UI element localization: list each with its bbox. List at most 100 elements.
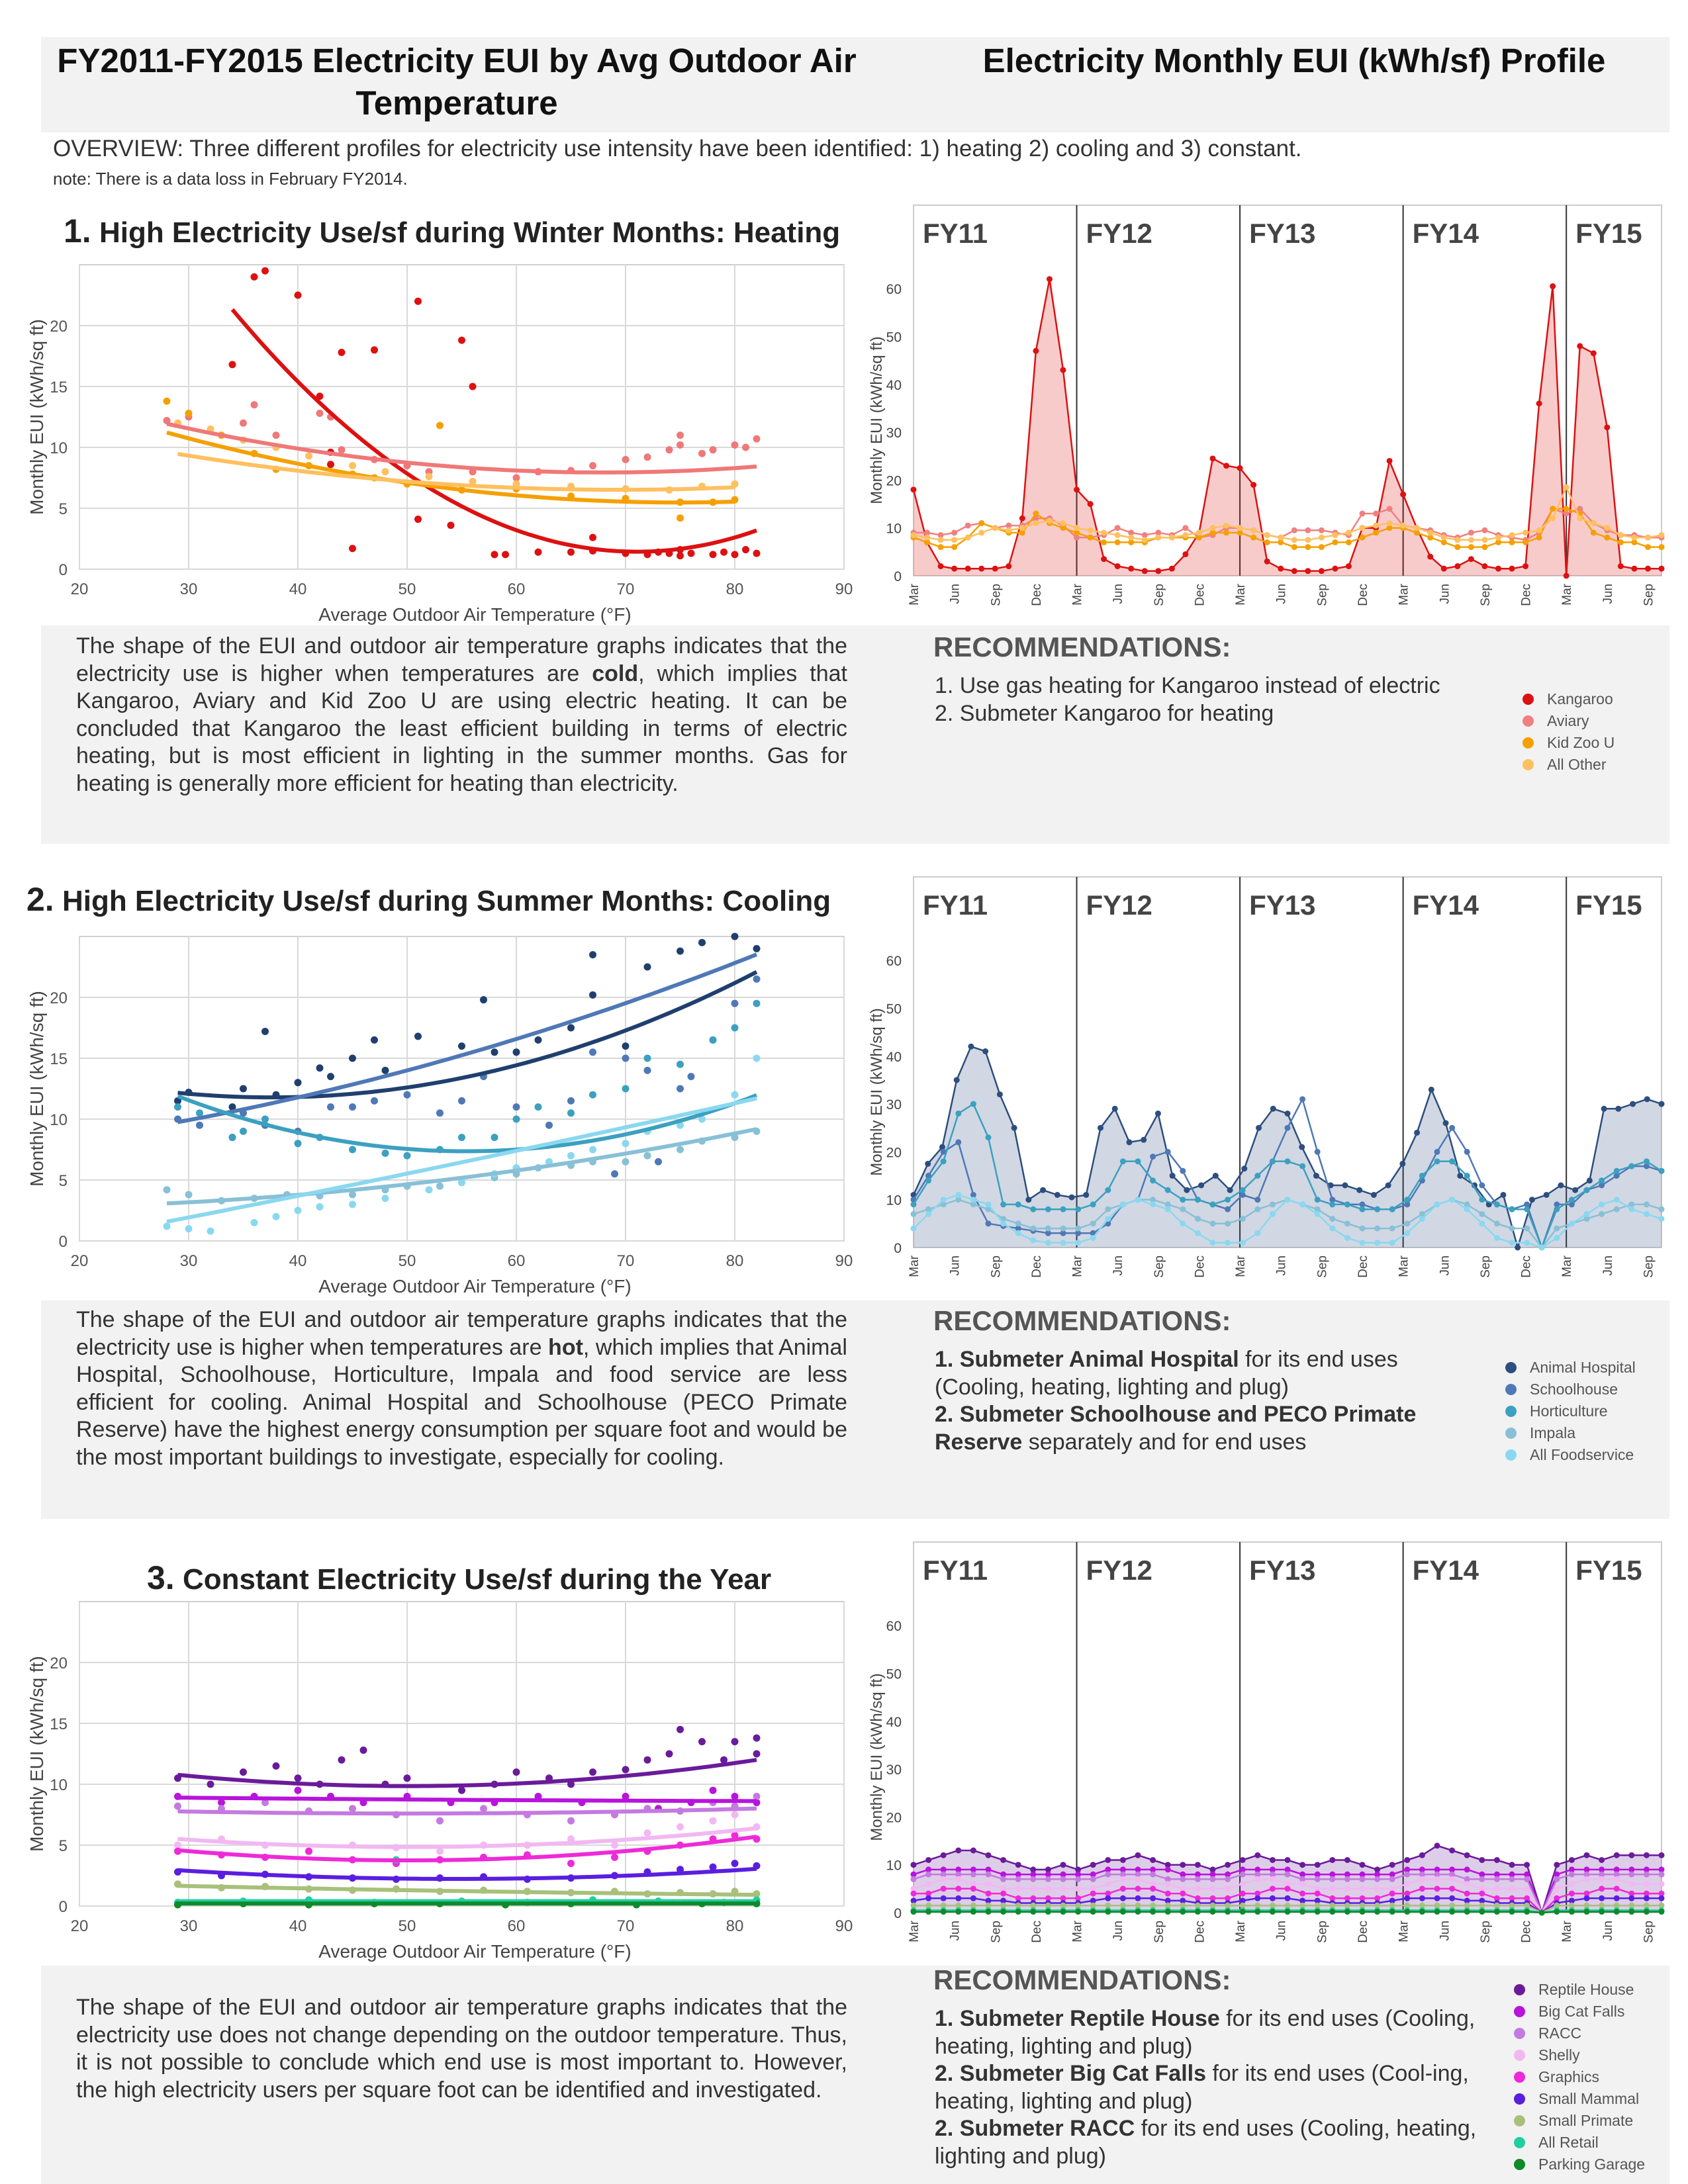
- data-point: [1658, 1216, 1665, 1222]
- trend-line: [177, 1806, 757, 1816]
- data-point: [1075, 1902, 1082, 1909]
- data-point: [1164, 1902, 1171, 1909]
- data-point: [925, 1173, 932, 1179]
- data-point: [1479, 1902, 1485, 1909]
- data-point: [1643, 1852, 1650, 1858]
- desc-text: The shape of the EUI and outdoor air tem…: [76, 633, 847, 686]
- data-point: [1599, 1895, 1605, 1901]
- data-point: [1568, 1866, 1575, 1873]
- data-point: [1524, 1909, 1530, 1915]
- trend-line: [177, 451, 735, 492]
- data-point: [1374, 1886, 1381, 1892]
- data-point: [447, 522, 455, 529]
- data-point: [1264, 532, 1270, 539]
- data-point: [1434, 1909, 1440, 1915]
- data-point: [316, 1064, 324, 1072]
- data-point: [1454, 537, 1461, 543]
- data-point: [1000, 1201, 1007, 1208]
- data-point: [677, 1146, 684, 1154]
- data-point: [1373, 522, 1380, 529]
- data-point: [1332, 565, 1338, 572]
- data-point: [1493, 1902, 1500, 1909]
- data-point: [1000, 1216, 1007, 1222]
- x-tick-label: Sep: [1642, 1255, 1656, 1278]
- fiscal-year-label: FY14: [1413, 1555, 1479, 1586]
- data-point: [1599, 1866, 1605, 1873]
- data-point: [1269, 1856, 1276, 1863]
- legend-swatch: [1523, 737, 1534, 749]
- data-point: [1209, 529, 1216, 536]
- data-point: [1000, 1220, 1007, 1227]
- data-point: [1090, 1890, 1096, 1897]
- data-point: [1419, 1886, 1425, 1892]
- data-point: [1299, 1871, 1306, 1878]
- x-tick-label: Mar: [1560, 1920, 1574, 1942]
- data-point: [1404, 1197, 1411, 1203]
- data-point: [1000, 1876, 1007, 1882]
- data-point: [1239, 1856, 1246, 1863]
- data-point: [1128, 534, 1135, 541]
- data-point: [1119, 1856, 1126, 1863]
- data-point: [1495, 534, 1501, 541]
- data-point: [622, 1085, 630, 1093]
- data-point: [677, 1725, 684, 1733]
- section-2-title: 2. High Electricity Use/sf during Summer…: [26, 880, 831, 919]
- data-point: [1239, 1871, 1246, 1878]
- data-point: [1568, 1871, 1575, 1878]
- data-point: [964, 522, 971, 529]
- data-point: [1590, 350, 1597, 357]
- data-point: [1509, 1909, 1515, 1915]
- data-point: [687, 1073, 695, 1081]
- data-point: [1628, 1206, 1635, 1212]
- data-point: [1329, 1886, 1336, 1892]
- data-point: [1045, 1886, 1051, 1892]
- legend-item: All Retail: [1514, 2132, 1645, 2154]
- data-point: [1345, 539, 1352, 545]
- data-point: [567, 548, 575, 556]
- data-point: [1299, 1862, 1306, 1868]
- y-axis-label: Monthly EUI (kWh/sq ft): [26, 319, 47, 515]
- recommendation-item: 1. Use gas heating for Kangaroo instead …: [935, 673, 1440, 698]
- plot-area: [79, 936, 845, 1242]
- data-point: [1305, 544, 1311, 551]
- data-point: [1019, 529, 1025, 536]
- data-point: [1332, 539, 1338, 545]
- data-point: [1119, 1876, 1126, 1882]
- data-point: [1135, 1871, 1141, 1878]
- data-point: [1345, 563, 1352, 570]
- x-tick-label: Dec: [1030, 584, 1044, 606]
- data-point: [1015, 1225, 1021, 1232]
- data-point: [964, 565, 971, 572]
- data-point: [677, 1121, 684, 1129]
- data-point: [655, 1158, 662, 1165]
- data-point: [1090, 1902, 1096, 1909]
- data-point: [1225, 1240, 1231, 1246]
- data-point: [1404, 1895, 1411, 1901]
- data-point: [1604, 525, 1611, 531]
- data-point: [1119, 1871, 1126, 1878]
- legend-item: Aviary: [1523, 710, 1615, 732]
- data-point: [1554, 1862, 1560, 1868]
- data-point: [1643, 1866, 1650, 1873]
- data-point: [1554, 1225, 1560, 1232]
- data-point: [1577, 515, 1583, 522]
- data-point: [1550, 283, 1556, 290]
- data-point: [925, 1881, 932, 1888]
- data-point: [1449, 1895, 1456, 1901]
- data-point: [925, 1902, 932, 1909]
- data-point: [1006, 527, 1012, 533]
- data-point: [1105, 1871, 1111, 1878]
- data-point: [1495, 539, 1501, 545]
- data-point: [1344, 1201, 1350, 1208]
- data-point: [985, 1220, 992, 1227]
- y-axis-label: Monthly EUI (kWh/sq ft): [26, 1656, 47, 1852]
- data-point: [1599, 1909, 1605, 1915]
- data-point: [261, 1799, 269, 1807]
- data-point: [1239, 1902, 1246, 1909]
- data-point: [1419, 1173, 1425, 1179]
- data-point: [1015, 1895, 1021, 1901]
- heating-scatter-chart: 20 30 40 50 60 70 80 90 0 5 10 15 20 Average Outdoor …: [26, 264, 853, 625]
- data-point: [1524, 1871, 1530, 1878]
- data-point: [955, 1876, 962, 1882]
- data-point: [1155, 568, 1162, 574]
